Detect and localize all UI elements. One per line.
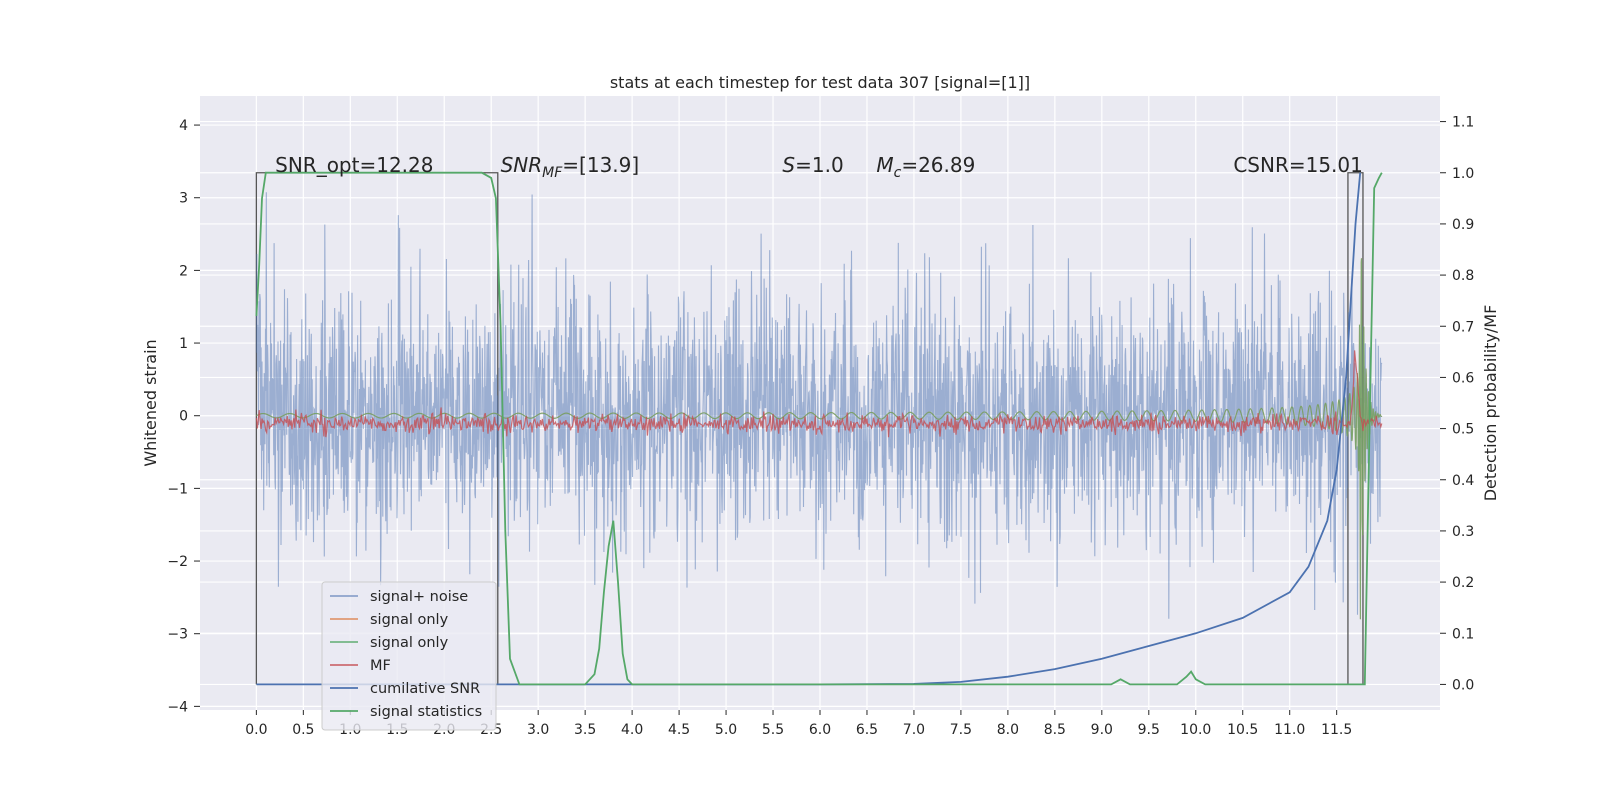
y-left-tick-label: 1 [179, 336, 188, 352]
mf-line [255, 350, 1383, 438]
legend-frame [321, 581, 497, 731]
x-tick-label: 0.0 [245, 722, 267, 738]
x-tick-label: 5.5 [762, 722, 784, 738]
x-tick-label: 9.0 [1091, 722, 1113, 738]
y-axis-left-label: Whitened strain [141, 339, 160, 466]
y-left-tick-label: −1 [167, 481, 188, 497]
annotation-text: SNR_opt=12.28 [275, 153, 433, 177]
annotations: SNR_opt=12.28 SNRMF=[13.9] S=1.0 Mc=26.89 CS… [275, 153, 1363, 181]
legend-entry-label: signal+ noise [370, 589, 468, 605]
y-right-tick-label: 0.1 [1452, 626, 1474, 642]
x-tick-label: 3.0 [527, 722, 549, 738]
y-right-tick-label: 0.8 [1452, 268, 1474, 284]
x-tick-label: 10.5 [1227, 722, 1258, 738]
y-left-tick-label: 3 [179, 191, 188, 207]
annotation-text: Mc=26.89 [876, 153, 975, 181]
y-right-tick-label: 0.4 [1452, 473, 1474, 489]
x-tick-label: 10.0 [1180, 722, 1211, 738]
x-tick-label: 4.0 [621, 722, 643, 738]
y-left-tick-label: −3 [167, 627, 188, 643]
y-right-tick-label: 0.9 [1452, 217, 1474, 233]
legend-entry-label: cumilative SNR [370, 681, 480, 697]
y-right-tick-label: 0.5 [1452, 422, 1474, 438]
legend: signal+ noise signal only signal only MF cum… [321, 581, 497, 731]
x-tick-label: 3.5 [574, 722, 596, 738]
x-tick-label: 0.5 [292, 722, 314, 738]
legend-entry-label: signal only [370, 612, 449, 628]
y-right-tick-label: 0.6 [1452, 370, 1474, 386]
signal-noise-series [255, 192, 1383, 619]
y-right-tick-label: 1.0 [1452, 166, 1474, 182]
y-right-tick-label: 0.2 [1452, 575, 1474, 591]
signal-statistics-line [255, 171, 1383, 686]
y-left-tick-label: −2 [167, 554, 188, 570]
y-right-tick-label: 0.3 [1452, 524, 1474, 540]
y-left-tick-label: 0 [179, 409, 188, 425]
y-left-tick-label: 4 [179, 118, 188, 134]
y-axis-left: 4 3 2 1 0 −1 −2 −3 −4 [167, 118, 200, 715]
legend-entry-label: MF [370, 658, 391, 674]
y-right-tick-label: 1.1 [1452, 115, 1474, 131]
y-right-tick-label: 0.0 [1452, 677, 1474, 693]
annotation-text: S=1.0 [782, 153, 843, 177]
legend-entry-label: signal statistics [370, 704, 482, 720]
annotation-text: CSNR=15.01 [1233, 153, 1363, 177]
x-tick-label: 5.0 [715, 722, 737, 738]
y-left-tick-label: 2 [179, 263, 188, 279]
legend-entry-label: signal only [370, 635, 449, 651]
x-tick-label: 8.5 [1044, 722, 1066, 738]
x-tick-label: 6.5 [856, 722, 878, 738]
x-tick-label: 6.0 [809, 722, 831, 738]
x-tick-label: 11.5 [1321, 722, 1352, 738]
x-tick-label: 4.5 [668, 722, 690, 738]
signal-statistics-series [255, 171, 1383, 686]
y-right-tick-label: 0.7 [1452, 319, 1474, 335]
y-left-tick-label: −4 [167, 699, 188, 715]
x-tick-label: 8.0 [997, 722, 1019, 738]
signal-noise-line [255, 192, 1383, 619]
annotation-text: SNRMF=[13.9] [501, 153, 640, 181]
chart-title: stats at each timestep for test data 307… [610, 73, 1030, 92]
x-tick-label: 7.5 [950, 722, 972, 738]
x-tick-label: 11.0 [1274, 722, 1305, 738]
y-axis-right: 1.1 1.0 0.9 0.8 0.7 0.6 0.5 0.4 0.3 0.2 0.1 0.0 [1440, 115, 1474, 693]
mf-series [255, 350, 1383, 438]
x-tick-label: 7.0 [903, 722, 925, 738]
x-tick-label: 9.5 [1138, 722, 1160, 738]
y-axis-right-label: Detection probability/MF [1481, 305, 1500, 502]
